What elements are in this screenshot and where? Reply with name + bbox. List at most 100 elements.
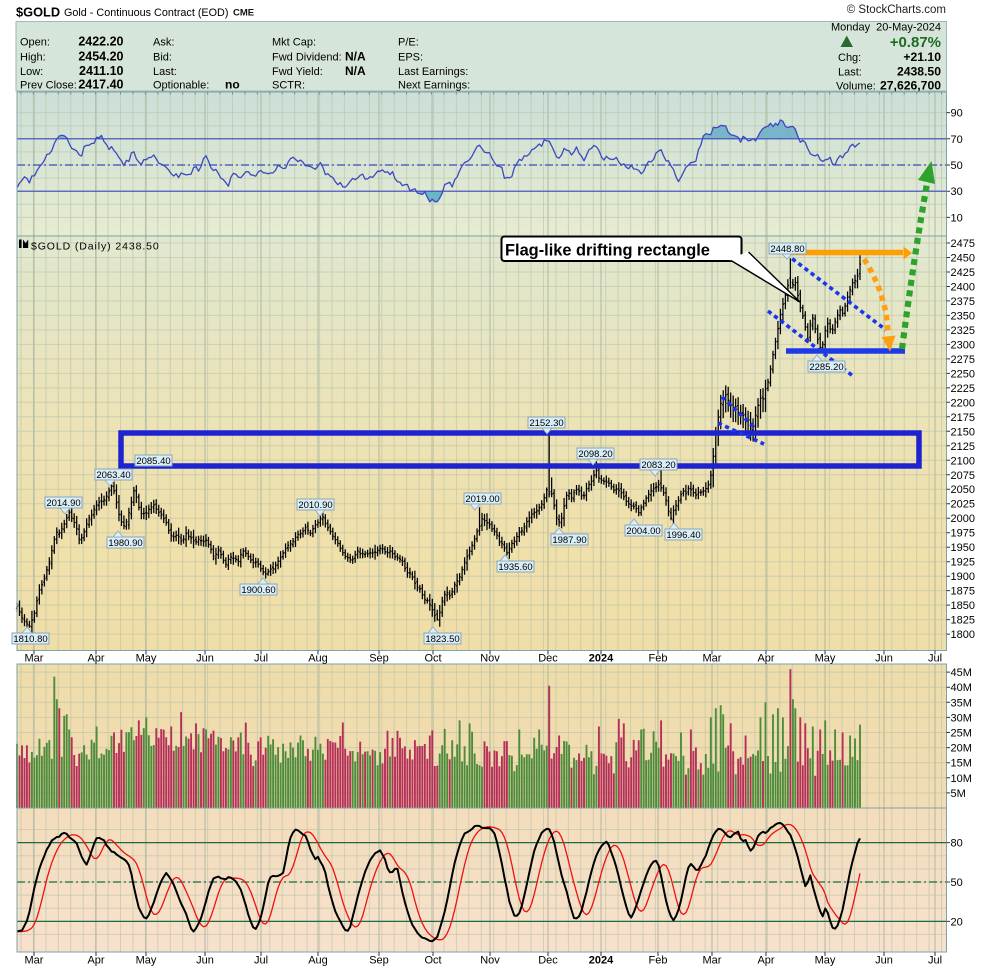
svg-text:$GOLD (Daily) 2438.50: $GOLD (Daily) 2438.50	[31, 241, 160, 253]
svg-text:Monday 20-May-2024: Monday 20-May-2024	[831, 22, 941, 34]
svg-text:1800: 1800	[951, 629, 975, 641]
svg-text:40M: 40M	[951, 682, 972, 694]
svg-text:50: 50	[951, 877, 963, 889]
svg-text:Last Earnings:: Last Earnings:	[398, 66, 468, 78]
svg-text:Last:: Last:	[153, 66, 177, 78]
svg-text:1875: 1875	[951, 586, 975, 598]
svg-text:30: 30	[951, 186, 963, 198]
svg-text:Sep: Sep	[369, 955, 389, 967]
svg-text:+21.10: +21.10	[903, 50, 941, 64]
svg-text:Mar: Mar	[25, 955, 44, 967]
svg-text:1980.90: 1980.90	[108, 538, 142, 549]
svg-text:Oct: Oct	[424, 955, 441, 967]
svg-text:50: 50	[951, 160, 963, 172]
svg-text:1810.80: 1810.80	[13, 634, 47, 645]
svg-text:1900.60: 1900.60	[241, 585, 275, 596]
svg-text:May: May	[136, 955, 157, 967]
svg-text:Jun: Jun	[196, 955, 214, 967]
svg-text:30M: 30M	[951, 712, 972, 724]
svg-text:2000: 2000	[951, 513, 975, 525]
svg-text:2100: 2100	[951, 455, 975, 467]
svg-text:2448.80: 2448.80	[770, 244, 804, 255]
svg-text:Jul: Jul	[254, 955, 268, 967]
svg-text:70: 70	[951, 134, 963, 146]
svg-text:1987.90: 1987.90	[552, 535, 586, 546]
svg-text:Flag-like drifting rectangle: Flag-like drifting rectangle	[505, 242, 710, 260]
svg-text:Jul: Jul	[928, 653, 942, 665]
svg-text:1825: 1825	[951, 615, 975, 627]
svg-text:20M: 20M	[951, 743, 972, 755]
svg-text:EPS:: EPS:	[398, 52, 423, 64]
svg-text:May: May	[815, 955, 836, 967]
svg-text:1950: 1950	[951, 542, 975, 554]
svg-text:15M: 15M	[951, 758, 972, 770]
svg-text:2400: 2400	[951, 282, 975, 294]
svg-text:Chg:: Chg:	[838, 52, 861, 64]
svg-text:2225: 2225	[951, 383, 975, 395]
svg-text:2300: 2300	[951, 339, 975, 351]
svg-text:2350: 2350	[951, 310, 975, 322]
svg-text:45M: 45M	[951, 667, 972, 679]
svg-text:10: 10	[951, 212, 963, 224]
svg-text:2175: 2175	[951, 412, 975, 424]
svg-text:2454.20: 2454.20	[78, 50, 123, 64]
svg-text:Fwd Yield:: Fwd Yield:	[272, 66, 323, 78]
svg-text:Jul: Jul	[928, 955, 942, 967]
svg-text:2200: 2200	[951, 397, 975, 409]
svg-text:N/A: N/A	[345, 50, 366, 64]
svg-text:2325: 2325	[951, 325, 975, 337]
svg-text:90: 90	[951, 108, 963, 120]
svg-text:Ask:: Ask:	[153, 37, 174, 49]
svg-text:Sep: Sep	[369, 653, 389, 665]
svg-text:N/A: N/A	[345, 64, 366, 78]
svg-text:2438.50: 2438.50	[897, 65, 941, 79]
svg-text:10M: 10M	[951, 773, 972, 785]
svg-text:2150: 2150	[951, 426, 975, 438]
svg-text:Next Earnings:: Next Earnings:	[398, 80, 470, 92]
svg-text:1996.40: 1996.40	[666, 530, 700, 541]
svg-text:High:: High:	[20, 52, 46, 64]
svg-text:Feb: Feb	[649, 955, 668, 967]
svg-text:2050: 2050	[951, 484, 975, 496]
svg-text:2425: 2425	[951, 267, 975, 279]
svg-text:SCTR:: SCTR:	[272, 80, 305, 92]
svg-text:Jul: Jul	[254, 653, 268, 665]
svg-text:Nov: Nov	[480, 653, 500, 665]
svg-text:2450: 2450	[951, 253, 975, 265]
svg-text:2025: 2025	[951, 499, 975, 511]
svg-text:2004.00: 2004.00	[626, 526, 660, 537]
svg-text:Gold - Continuous Contract (EO: Gold - Continuous Contract (EOD)	[64, 7, 228, 19]
svg-text:Mar: Mar	[703, 955, 722, 967]
svg-text:2024: 2024	[589, 653, 614, 665]
svg-text:Jun: Jun	[875, 653, 893, 665]
svg-text:Prev Close:: Prev Close:	[20, 80, 77, 92]
svg-text:2014.90: 2014.90	[46, 498, 80, 509]
svg-text:25M: 25M	[951, 728, 972, 740]
svg-text:Mkt Cap:: Mkt Cap:	[272, 37, 316, 49]
svg-text:35M: 35M	[951, 697, 972, 709]
svg-text:May: May	[815, 653, 836, 665]
svg-text:Aug: Aug	[308, 955, 328, 967]
svg-text:1900: 1900	[951, 571, 975, 583]
svg-text:Jun: Jun	[196, 653, 214, 665]
svg-text:Low:: Low:	[20, 66, 43, 78]
svg-text:Dec: Dec	[538, 653, 558, 665]
svg-text:2422.20: 2422.20	[78, 35, 123, 49]
svg-text:2411.10: 2411.10	[79, 64, 124, 78]
svg-text:2285.20: 2285.20	[809, 362, 843, 373]
svg-text:Aug: Aug	[308, 653, 328, 665]
svg-text:80: 80	[951, 838, 963, 850]
svg-text:2417.40: 2417.40	[78, 78, 123, 92]
svg-text:2019.00: 2019.00	[465, 494, 499, 505]
svg-text:Bid:: Bid:	[153, 52, 172, 64]
svg-text:Open:: Open:	[20, 37, 50, 49]
svg-text:Mar: Mar	[25, 653, 44, 665]
svg-text:2085.40: 2085.40	[136, 456, 170, 467]
svg-text:2475: 2475	[951, 238, 975, 250]
svg-text:Last:: Last:	[838, 67, 862, 79]
svg-text:+0.87%: +0.87%	[890, 34, 941, 51]
svg-text:Fwd Dividend:: Fwd Dividend:	[272, 52, 342, 64]
svg-text:Dec: Dec	[538, 955, 558, 967]
svg-text:2250: 2250	[951, 368, 975, 380]
svg-text:5M: 5M	[951, 788, 966, 800]
